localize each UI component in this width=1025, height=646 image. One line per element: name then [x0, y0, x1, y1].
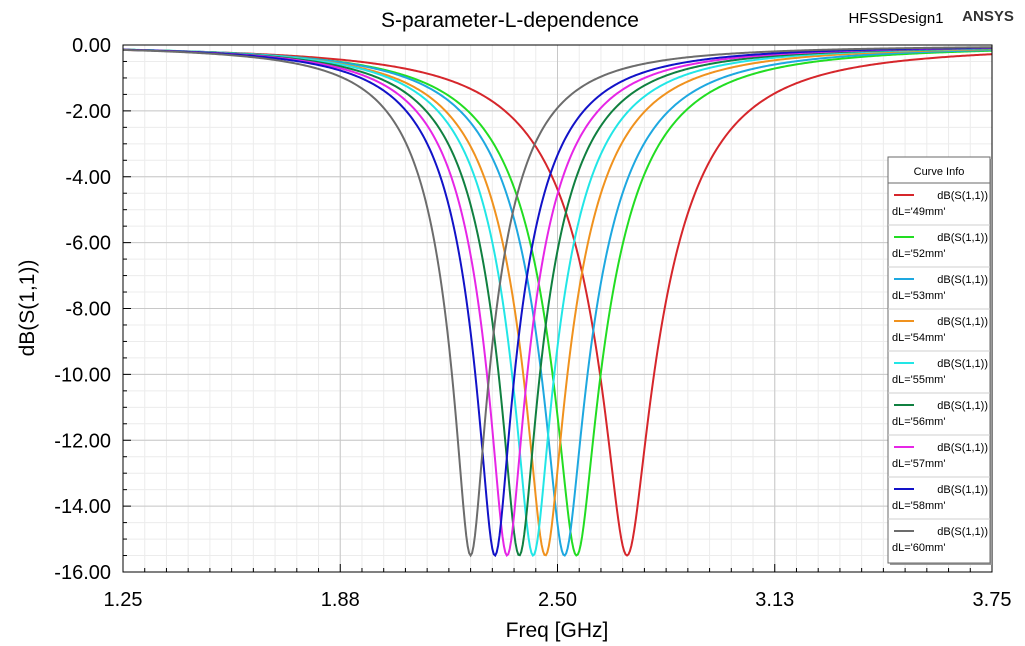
legend-series-name: dB(S(1,1)) — [937, 232, 988, 244]
legend-series-param: dL='56mm' — [892, 416, 945, 428]
tick-layer: 1.25 1.88 2.50 3.13 3.75 0.00 -2.00 -4.00 -6.00 -… — [54, 35, 1011, 611]
y-tick-label: -10.00 — [54, 364, 111, 386]
series-line — [122, 46, 993, 558]
legend-series-name: dB(S(1,1)) — [937, 526, 988, 538]
legend-series-param: dL='60mm' — [892, 542, 945, 554]
x-tick-label: 1.25 — [104, 589, 143, 611]
x-tick-label: 3.13 — [755, 589, 794, 611]
legend: Curve Info dB(S(1,1)) dL='49mm' dB(S(1,1)) d… — [887, 156, 992, 565]
design-label: HFSSDesign1 — [848, 10, 943, 27]
legend-series-param: dL='54mm' — [892, 332, 945, 344]
legend-series-param: dL='49mm' — [892, 206, 945, 218]
legend-series-name: dB(S(1,1)) — [937, 484, 988, 496]
y-tick-label: -12.00 — [54, 430, 111, 452]
y-tick-label: -2.00 — [65, 101, 111, 123]
y-tick-label: -16.00 — [54, 562, 111, 584]
legend-series-name: dB(S(1,1)) — [937, 274, 988, 286]
legend-series-param: dL='57mm' — [892, 458, 945, 470]
legend-series-param: dL='55mm' — [892, 374, 945, 386]
legend-series-name: dB(S(1,1)) — [937, 190, 988, 202]
legend-series-name: dB(S(1,1)) — [937, 358, 988, 370]
x-tick-label: 3.75 — [973, 589, 1012, 611]
chart-title: S-parameter-L-dependence — [381, 9, 639, 32]
legend-series-name: dB(S(1,1)) — [937, 400, 988, 412]
y-tick-label: -8.00 — [65, 299, 111, 321]
legend-series-param: dL='58mm' — [892, 500, 945, 512]
grid-layer — [123, 45, 992, 572]
x-axis-label: Freq [GHz] — [506, 619, 609, 642]
legend-series-name: dB(S(1,1)) — [937, 316, 988, 328]
series-layer — [122, 46, 993, 558]
legend-series-name: dB(S(1,1)) — [937, 442, 988, 454]
x-tick-label: 1.88 — [321, 589, 360, 611]
y-tick-label: -4.00 — [65, 167, 111, 189]
legend-title: Curve Info — [914, 166, 965, 178]
y-axis-label: dB(S(1,1)) — [16, 260, 39, 357]
y-tick-label: -14.00 — [54, 496, 111, 518]
y-tick-label: 0.00 — [72, 35, 111, 57]
x-tick-label: 2.50 — [538, 589, 577, 611]
y-tick-label: -6.00 — [65, 233, 111, 255]
brand-label: ANSYS — [962, 8, 1014, 25]
series-line — [122, 46, 993, 558]
legend-series-param: dL='52mm' — [892, 248, 945, 260]
legend-series-param: dL='53mm' — [892, 290, 945, 302]
